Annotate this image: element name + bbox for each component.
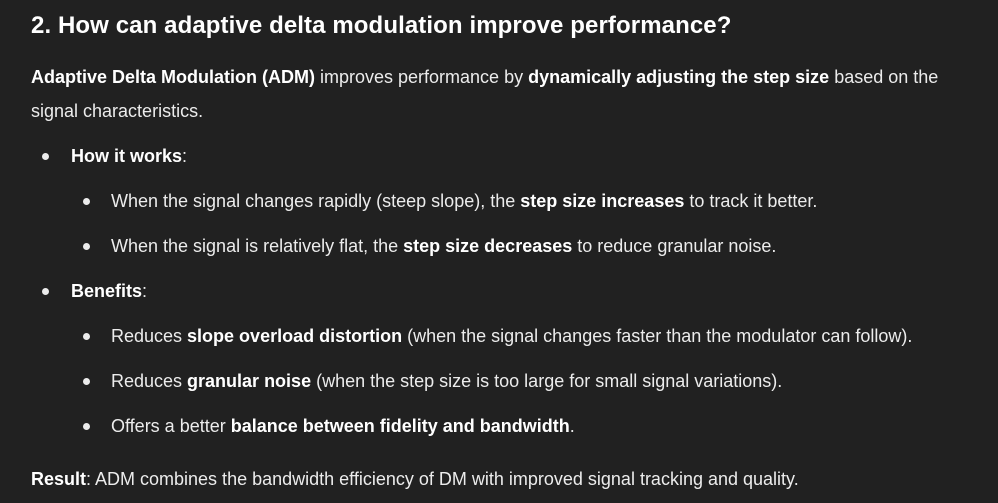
item-text: When the signal is relatively flat, the [111, 236, 404, 256]
bullet-dot [83, 378, 90, 385]
item-text: (when the step size is too large for sma… [311, 371, 783, 391]
how-colon: : [182, 146, 188, 166]
bullet-dot [83, 198, 90, 205]
item-text: Reduces [111, 371, 188, 391]
bullet-dot [83, 243, 90, 250]
result-label: Result [31, 469, 87, 489]
bullet-dot [83, 423, 90, 430]
result-paragraph: Result: ADM combines the bandwidth effic… [31, 466, 799, 492]
list-item: When the signal is relatively flat, the … [111, 233, 776, 259]
item-text: Offers a better [111, 416, 231, 436]
benefits-label: Benefits [71, 281, 143, 301]
item-text: . [569, 416, 575, 436]
list-item: Reduces granular noise (when the step si… [111, 368, 782, 394]
result-text: : ADM combines the bandwidth efficiency … [86, 469, 799, 489]
item-bold: balance between fidelity and bandwidth [230, 416, 570, 436]
item-bold: step size increases [520, 191, 685, 211]
list-item-how-it-works: How it works: [71, 143, 187, 169]
item-text: to track it better. [684, 191, 818, 211]
item-text: When the signal changes rapidly (steep s… [111, 191, 521, 211]
item-bold: step size decreases [403, 236, 573, 256]
item-bold: slope overload distortion [187, 326, 403, 346]
benefits-colon: : [142, 281, 148, 301]
list-item: Reduces slope overload distortion (when … [111, 323, 912, 349]
intro-bold-phrase: dynamically adjusting the step size [528, 67, 830, 87]
item-text: to reduce granular noise. [572, 236, 777, 256]
bullet-dot [42, 153, 49, 160]
intro-text: improves performance by [315, 67, 529, 87]
bullet-dot [42, 288, 49, 295]
intro-paragraph: Adaptive Delta Modulation (ADM) improves… [31, 60, 986, 128]
list-item: When the signal changes rapidly (steep s… [111, 188, 817, 214]
list-item: Offers a better balance between fidelity… [111, 413, 575, 439]
intro-bold-term: Adaptive Delta Modulation (ADM) [31, 67, 315, 87]
section-heading: 2. How can adaptive delta modulation imp… [31, 12, 732, 39]
item-text: Reduces [111, 326, 188, 346]
list-item-benefits: Benefits: [71, 278, 147, 304]
item-text: (when the signal changes faster than the… [402, 326, 913, 346]
intro-text-end: based on the signal characteristics. [31, 67, 939, 121]
bullet-dot [83, 333, 90, 340]
how-label: How it works [71, 146, 183, 166]
item-bold: granular noise [187, 371, 312, 391]
